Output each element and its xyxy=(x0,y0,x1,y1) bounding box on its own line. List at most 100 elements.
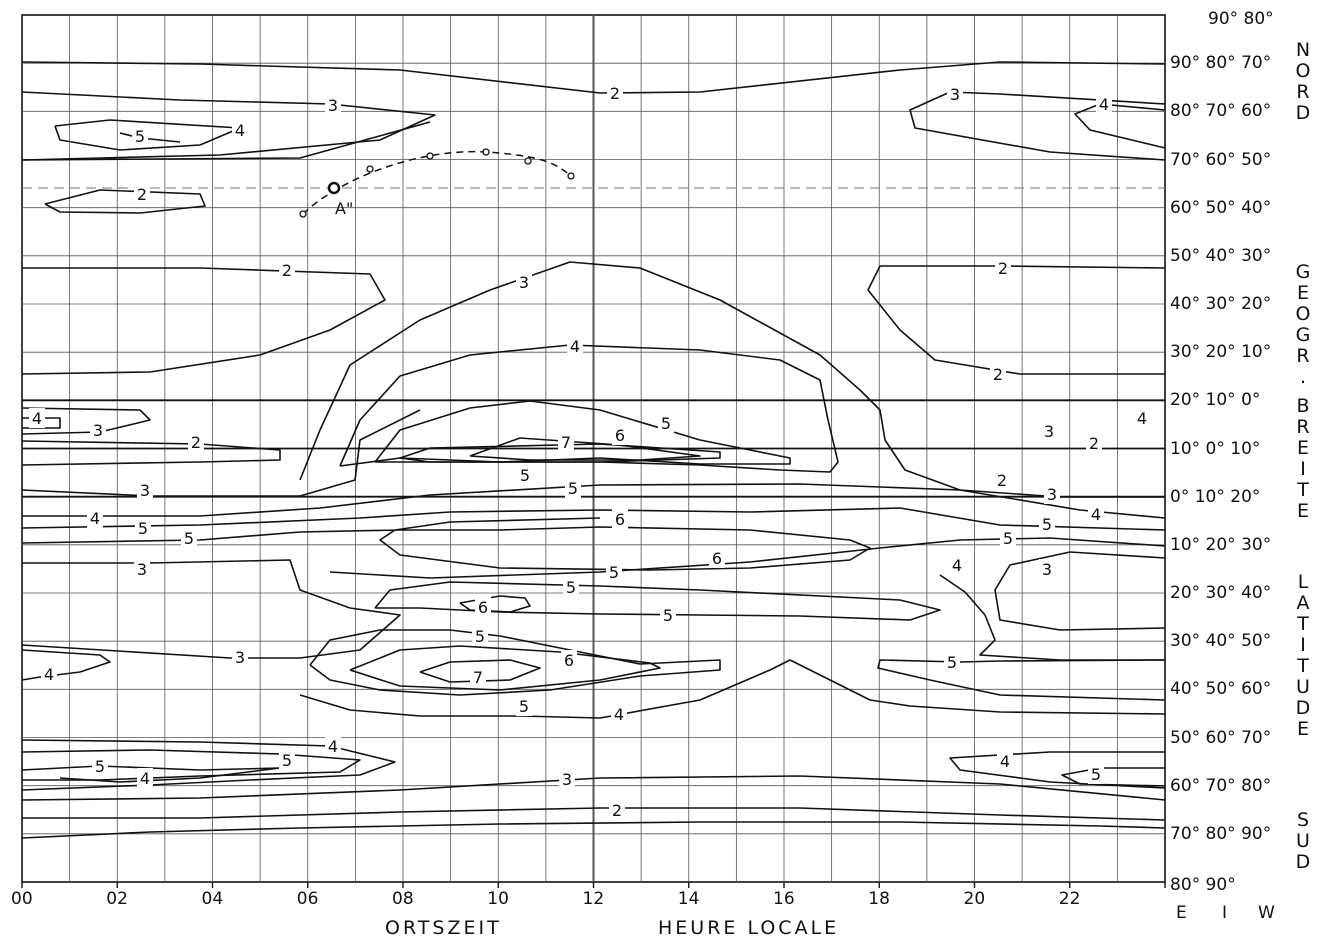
x-axis-title-heure-locale: HEURE LOCALE xyxy=(658,917,840,939)
latitude-label-row-4: 60° 50° 40° xyxy=(1170,197,1272,218)
contour-line-26 xyxy=(994,551,1166,631)
contour-line-12 xyxy=(374,400,791,465)
contour-label-bg-13 xyxy=(90,420,106,440)
contour-label-38: 5 xyxy=(663,606,673,625)
contour-line-1 xyxy=(21,91,436,161)
contour-label-56: 2 xyxy=(612,801,622,820)
contour-label-bg-38 xyxy=(660,605,676,625)
contour-label-55: 5 xyxy=(1091,765,1101,784)
contour-label-11: 2 xyxy=(993,365,1003,384)
contour-label-9: 2 xyxy=(998,259,1008,278)
latitude-label-row-3: 70° 60° 50° xyxy=(1170,149,1272,170)
contour-label-37: 6 xyxy=(478,598,488,617)
latitude-label-row-17: 70° 80° 90° xyxy=(1170,823,1272,844)
contour-label-45: 5 xyxy=(519,697,529,716)
contour-label-31: 5 xyxy=(1042,515,1052,534)
contour-label-bg-1 xyxy=(325,95,341,115)
contour-label-bg-0 xyxy=(607,83,623,103)
contour-line-0 xyxy=(21,61,1166,94)
x-tick-label-04: 04 xyxy=(201,889,224,909)
contour-line-30 xyxy=(349,645,661,691)
track-label-a: A" xyxy=(335,199,353,218)
latitude-label-row-6: 40° 30° 20° xyxy=(1170,294,1272,314)
contour-line-35 xyxy=(21,749,361,781)
contour-label-bg-30 xyxy=(1088,504,1104,524)
contour-label-2: 3 xyxy=(950,85,960,104)
contour-label-bg-22 xyxy=(1086,433,1102,453)
contour-label-36: 5 xyxy=(566,578,576,597)
contour-line-29 xyxy=(309,629,721,696)
latitude-label-row-0: 90° 80° xyxy=(1208,9,1274,29)
contour-line-5 xyxy=(909,91,1166,161)
contour-label-26: 4 xyxy=(90,509,100,528)
contour-line-25 xyxy=(329,537,1166,579)
contour-label-bg-25 xyxy=(137,480,153,500)
contour-line-27 xyxy=(939,574,1165,661)
contour-label-12: 4 xyxy=(32,409,42,428)
contour-label-7: 2 xyxy=(282,261,292,280)
contour-label-18: 5 xyxy=(520,466,530,485)
contour-line-34 xyxy=(21,739,396,791)
x-tick-label-14: 14 xyxy=(677,889,700,909)
track-point-0 xyxy=(299,210,307,218)
contour-line-41 xyxy=(21,821,1166,839)
contour-label-29: 6 xyxy=(615,510,625,529)
contour-label-bg-49 xyxy=(325,736,341,756)
contour-label-10: 4 xyxy=(570,337,580,356)
contour-label-22: 2 xyxy=(1089,434,1099,453)
track-point-5 xyxy=(524,157,532,165)
contour-label-8: 3 xyxy=(519,273,529,292)
contour-label-0: 2 xyxy=(610,84,620,103)
contour-label-bg-24 xyxy=(1044,484,1060,504)
contour-label-48: 4 xyxy=(44,665,54,684)
contour-label-35: 5 xyxy=(609,563,619,582)
latitude-label-row-11: 10° 20° 30° xyxy=(1170,534,1272,555)
contour-line-3 xyxy=(119,132,181,143)
contour-label-27: 5 xyxy=(138,519,148,538)
contour-label-bg-53 xyxy=(559,769,575,789)
contour-label-bg-18 xyxy=(517,465,533,485)
contour-label-bg-40 xyxy=(1039,559,1055,579)
contour-label-bg-8 xyxy=(516,272,532,292)
contour-line-19 xyxy=(22,483,1166,519)
contour-label-bg-51 xyxy=(92,756,108,776)
contour-label-bg-42 xyxy=(472,626,488,646)
contour-label-49: 4 xyxy=(328,737,338,756)
contour-line-13 xyxy=(399,443,721,463)
contour-label-bg-10 xyxy=(567,336,583,356)
contour-label-1: 3 xyxy=(328,96,338,115)
contour-label-30: 4 xyxy=(1091,505,1101,524)
contour-label-53: 3 xyxy=(562,770,572,789)
track-point-4 xyxy=(482,148,490,156)
track-point-1 xyxy=(327,181,341,195)
contour-label-bg-12 xyxy=(29,408,45,428)
contour-label-4: 4 xyxy=(235,121,245,140)
latitude-label-row-7: 30° 20° 10° xyxy=(1170,342,1272,363)
contour-label-bg-37 xyxy=(475,597,491,617)
latitude-label-row-12: 20° 30° 40° xyxy=(1170,583,1272,603)
contour-label-bg-11 xyxy=(990,364,1006,384)
x-axis-title-ortszeit: ORTSZEIT xyxy=(385,917,502,939)
contour-label-bg-23 xyxy=(1134,408,1150,428)
x-tick-label-18: 18 xyxy=(868,889,890,909)
contour-label-21: 3 xyxy=(1044,422,1054,441)
contour-labels: 2 3 3 4 4 5 2 2 3 2 4 2 4 3 2 5 6 7 5 5 2 3 2 4 3 3 4 5 5 6 4 5 5 6 3 5 5 6 5 4… xyxy=(29,83,1150,820)
contour-label-bg-17 xyxy=(558,432,574,452)
track-point-6 xyxy=(567,172,575,180)
contour-line-4 xyxy=(21,121,431,161)
contour-label-25: 3 xyxy=(140,481,150,500)
x-tick-label-06: 06 xyxy=(296,889,319,909)
contour-label-52: 4 xyxy=(140,769,150,788)
contour-label-13: 3 xyxy=(93,421,103,440)
contour-line-10 xyxy=(299,261,1165,498)
latitude-label-row-8: 20° 10° 0° xyxy=(1170,390,1261,411)
contour-line-31 xyxy=(419,659,541,683)
contour-line-18 xyxy=(21,409,421,497)
contour-line-38 xyxy=(949,751,1166,789)
contour-label-bg-36 xyxy=(563,577,579,597)
contour-label-40: 3 xyxy=(1042,560,1052,579)
x-tick-label-00: 00 xyxy=(11,889,33,909)
contour-label-bg-44 xyxy=(470,667,486,687)
